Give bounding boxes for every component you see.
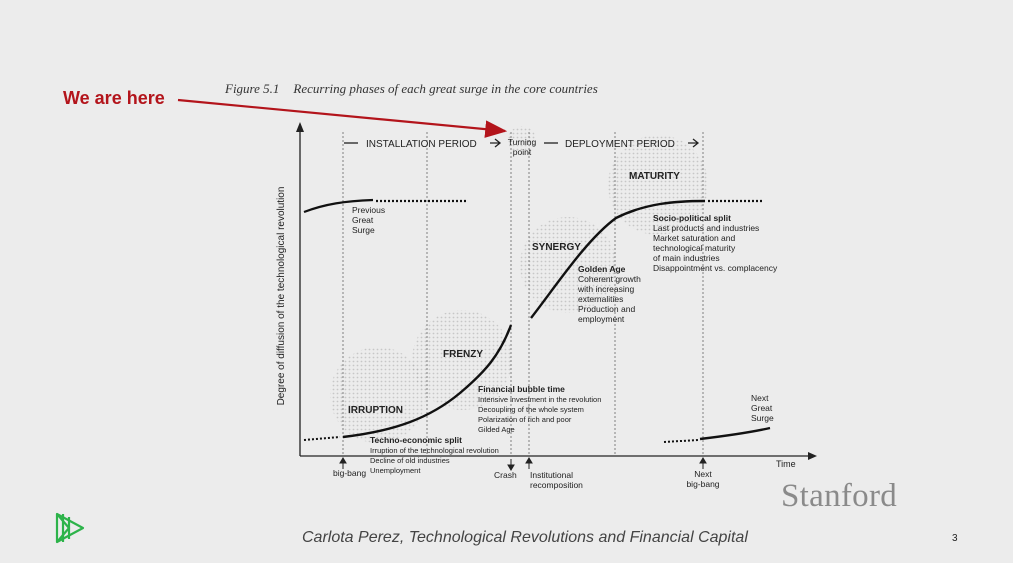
figure-title: Figure 5.1 Recurring phases of each great… [225,81,598,97]
maturity-label: MATURITY [629,171,680,182]
deployment-arrow [688,138,700,148]
we-are-here-arrow [177,98,508,138]
installation-arrow [490,138,502,148]
next-surge-dotted [663,439,699,443]
deployment-period-label: DEPLOYMENT PERIOD [565,139,675,150]
figure-title-text: Recurring phases of each great surge in … [293,81,598,96]
svg-text:Great: Great [352,215,374,225]
x-axis-label: Time [776,459,796,469]
irruption-blob [330,347,426,443]
y-axis-label: Degree of diffusion of the technological… [276,187,287,406]
svg-text:employment: employment [578,314,625,324]
techno-economic-split-text: Techno-economic split Irruption of the t… [370,435,499,475]
turning-point-label-2: point [513,147,532,157]
deployment-curve [530,199,706,319]
svg-text:Intensive investment in the re: Intensive investment in the revolution [478,395,601,404]
figure-number: Figure 5.1 [225,81,280,96]
turning-point-label-1: Turning [508,137,537,147]
svg-text:Financial bubble time: Financial bubble time [478,384,565,394]
svg-text:externalities: externalities [578,294,623,304]
svg-text:Gilded Age: Gilded Age [478,425,515,434]
svg-text:Market saturation and: Market saturation and [653,233,735,243]
svg-text:Great: Great [751,403,773,413]
big-bang-label: big-bang [333,468,366,478]
stanford-wordmark: Stanford [781,478,898,514]
svg-text:Decline of old industries: Decline of old industries [370,456,450,465]
irruption-label: IRRUPTION [348,405,403,416]
crash-label: Crash [494,470,517,480]
phase-dividers [342,132,704,456]
play-triangles-icon [54,511,86,550]
next-surge-curve [699,426,771,441]
svg-text:Decoupling of the whole system: Decoupling of the whole system [478,405,584,414]
svg-text:Polarization of rich and poor: Polarization of rich and poor [478,415,572,424]
synergy-label: SYNERGY [532,242,581,253]
next-surge-text: Next Great Surge [751,393,774,423]
installation-period-label: INSTALLATION PERIOD [366,139,477,150]
previous-surge-curve [303,198,374,214]
frenzy-blob [412,310,512,410]
svg-text:Surge: Surge [751,413,774,423]
svg-text:Coherent growth: Coherent growth [578,274,641,284]
event-arrows [339,457,707,471]
next-big-bang-label-2: big-bang [686,479,719,489]
we-are-here-label: We are here [63,88,165,108]
svg-text:Last products and industries: Last products and industries [653,223,759,233]
y-axis-arrow [296,122,304,132]
svg-text:Disappointment vs. complacency: Disappointment vs. complacency [653,263,778,273]
slide-number: 3 [952,533,958,544]
institutional-label-1: Institutional [530,470,573,480]
golden-age-text: Golden Age Coherent growth with increasi… [577,264,641,324]
svg-text:Surge: Surge [352,225,375,235]
installation-lead-dotted [303,436,341,441]
installation-curve [342,324,513,439]
svg-text:with increasing: with increasing [577,284,634,294]
svg-text:Irruption of the technological: Irruption of the technological revolutio… [370,446,499,455]
financial-bubble-text: Financial bubble time Intensive investme… [478,384,601,434]
svg-text:of main industries: of main industries [653,253,720,263]
svg-text:Previous: Previous [352,205,385,215]
svg-text:Unemployment: Unemployment [370,466,421,475]
x-axis-arrow [808,452,817,460]
svg-text:Techno-economic split: Techno-economic split [370,435,462,445]
svg-text:technological maturity: technological maturity [653,243,736,253]
socio-political-split-text: Socio-political split Last products and … [653,213,778,273]
slide-caption: Carlota Perez, Technological Revolutions… [302,529,748,546]
institutional-label-2: recomposition [530,480,583,490]
previous-surge-text: Previous Great Surge [352,205,385,235]
svg-text:Production and: Production and [578,304,635,314]
frenzy-label: FRENZY [443,349,483,360]
svg-text:Next: Next [751,393,769,403]
next-big-bang-label-1: Next [694,469,712,479]
svg-text:Socio-political split: Socio-political split [653,213,731,223]
svg-text:Golden Age: Golden Age [578,264,626,274]
